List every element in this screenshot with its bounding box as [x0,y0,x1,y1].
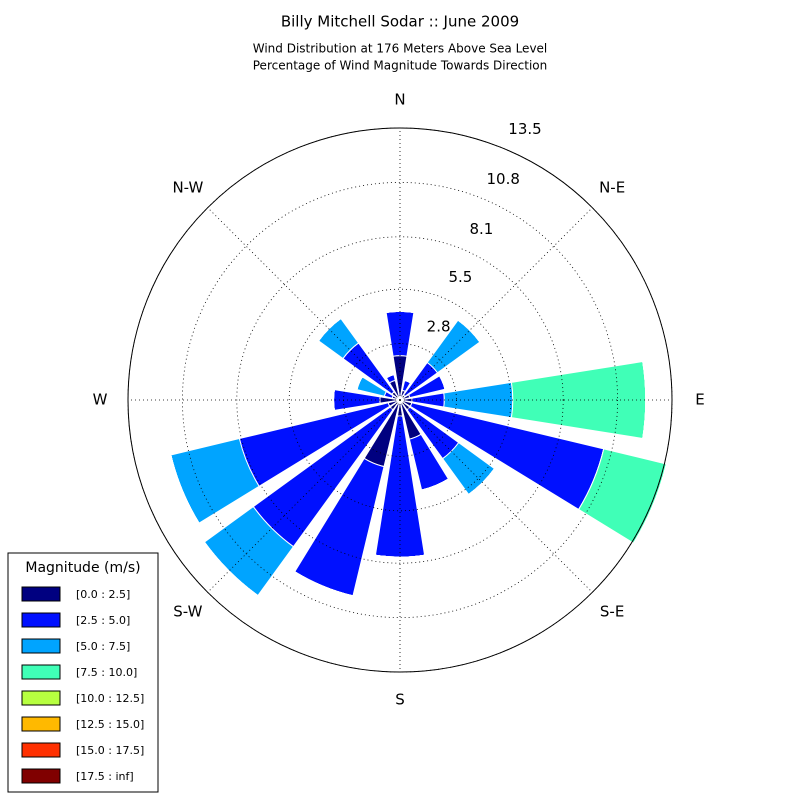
chart-subtitle: Wind Distribution at 176 Meters Above Se… [253,42,548,56]
legend-label: [12.5 : 15.0] [76,718,144,731]
bar-segment [633,463,667,544]
r-tick-label: 2.8 [427,318,451,336]
legend-label: [10.0 : 12.5] [76,692,144,705]
legend-swatch [21,742,61,758]
bar-segment [333,389,335,411]
grid-circle [236,236,564,564]
legend-title: Magnitude (m/s) [25,560,140,576]
legend-label: [2.5 : 5.0] [76,614,130,627]
legend-swatch [21,716,61,732]
legend-label: [7.5 : 10.0] [76,666,137,679]
direction-label: W [93,391,108,409]
grid-circle [181,181,619,619]
legend-label: [15.0 : 17.5] [76,744,144,757]
bar-segment [457,319,481,343]
r-tick-label: 13.5 [508,120,541,138]
legend-swatch [21,586,61,602]
bar-segment [439,375,446,390]
direction-label: S [395,691,405,709]
direction-label: E [695,391,704,409]
chart-title: Billy Mitchell Sodar :: June 2009 [281,13,519,31]
legend-swatch [21,664,61,680]
grid-spoke [207,207,401,401]
r-tick-label: 5.5 [448,268,472,286]
bar-segment [356,376,363,390]
grid-spoke [399,399,593,593]
direction-label: N [394,91,405,109]
chart-subtitle: Percentage of Wind Magnitude Towards Dir… [253,59,547,73]
direction-label: N-E [599,178,625,196]
legend-label: [17.5 : inf] [76,770,134,783]
direction-label: S-E [600,603,624,621]
r-tick-label: 10.8 [487,170,520,188]
bar-segment [404,379,411,384]
direction-label: N-W [172,178,203,196]
bar-segment [318,318,342,342]
bar-segment [170,454,200,524]
legend-label: [0.0 : 2.5] [76,588,130,601]
legend-label: [5.0 : 7.5] [76,640,130,653]
polar-frame [127,127,673,673]
legend-swatch [21,612,61,628]
grid-spoke [207,399,401,593]
r-tick-label: 8.1 [469,220,493,238]
legend-swatch [21,690,61,706]
bar-segment [386,310,414,313]
grid-spoke [399,207,593,401]
legend-swatch [21,638,61,654]
legend-swatch [21,768,61,784]
bar-segment [386,374,395,379]
direction-label: S-W [173,603,202,621]
grid-circle [288,288,512,512]
